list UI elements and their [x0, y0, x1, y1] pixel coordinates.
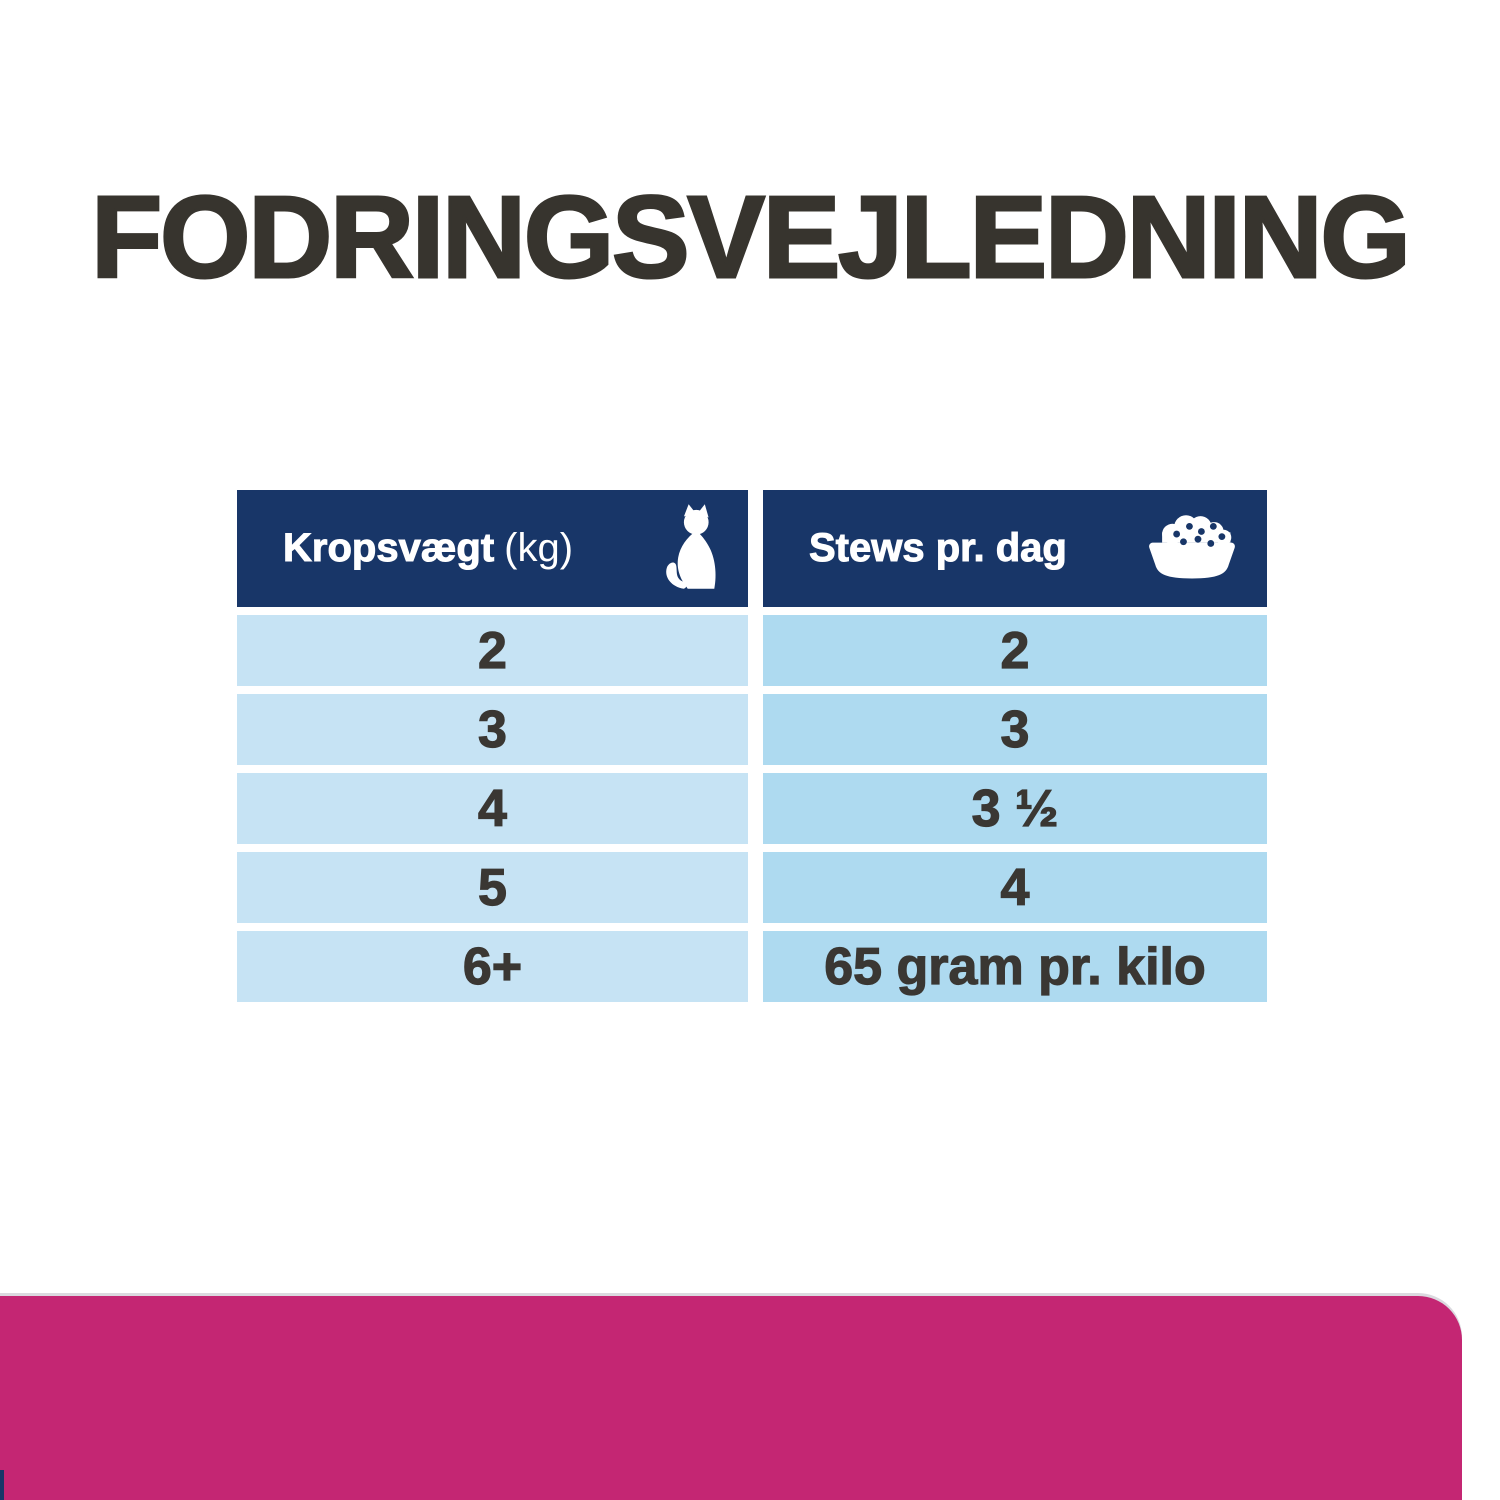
food-bowl-icon — [1145, 511, 1239, 586]
weight-unit: (kg) — [504, 526, 574, 570]
weight-cell: 3 — [237, 694, 748, 765]
col-header-weight: Kropsvægt (kg) — [237, 490, 748, 607]
amount-cell: 3 — [763, 694, 1267, 765]
amount-cell: 65 gram pr. kilo — [763, 931, 1267, 1002]
page-title: FODRINGSVEJLEDNING — [90, 172, 1412, 302]
table-row: 2 2 — [237, 615, 1267, 686]
table-row: 3 3 — [237, 694, 1267, 765]
weight-cell: 4 — [237, 773, 748, 844]
table-row: 6+ 65 gram pr. kilo — [237, 931, 1267, 1002]
col-header-weight-label: Kropsvægt (kg) — [282, 526, 574, 571]
col-header-amount-label: Stews pr. dag — [809, 526, 1068, 571]
amount-cell: 4 — [763, 852, 1267, 923]
cat-icon — [644, 502, 720, 595]
weight-cell: 5 — [237, 852, 748, 923]
col-header-amount: Stews pr. dag — [763, 490, 1267, 607]
amount-cell: 3 ½ — [763, 773, 1267, 844]
table-header-row: Kropsvægt (kg) Stews pr. dag — [237, 490, 1267, 607]
weight-cell: 6+ — [237, 931, 748, 1002]
feeding-table: Kropsvægt (kg) Stews pr. dag — [237, 490, 1267, 1002]
table-row: 4 3 ½ — [237, 773, 1267, 844]
amount-cell: 2 — [763, 615, 1267, 686]
brand-color-band — [0, 1296, 1462, 1500]
navy-edge-strip — [0, 1470, 4, 1500]
table-row: 5 4 — [237, 852, 1267, 923]
weight-cell: 2 — [237, 615, 748, 686]
weight-label: Kropsvægt — [282, 526, 495, 571]
